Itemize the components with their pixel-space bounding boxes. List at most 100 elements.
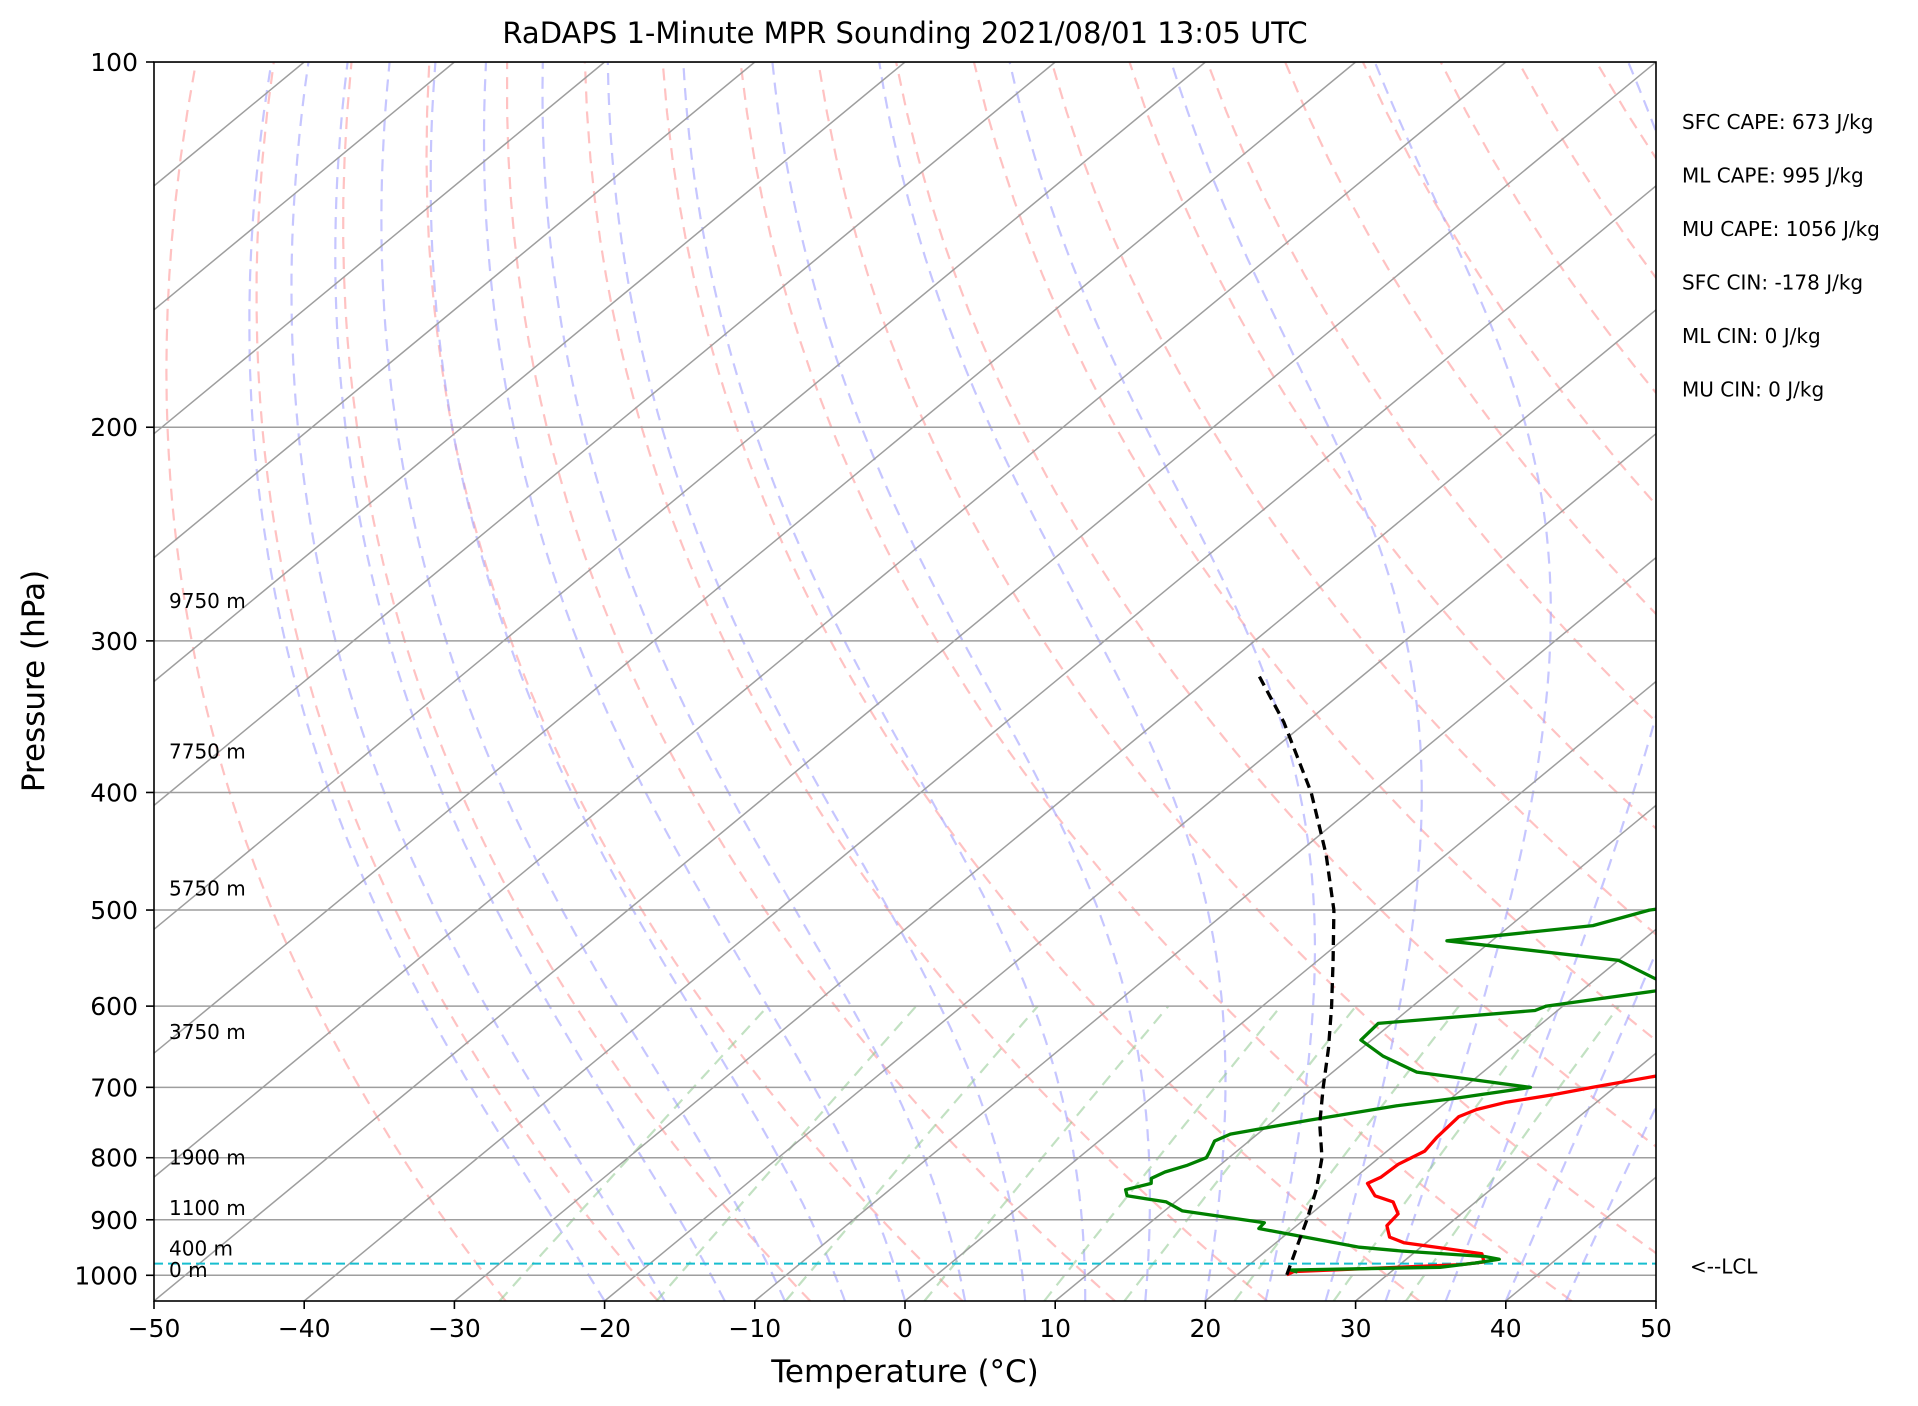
- x-tick-label: −20: [578, 1314, 631, 1343]
- sounding-traces: [1123, 674, 1656, 1277]
- stat-line: ML CAPE: 995 J/kg: [1682, 164, 1864, 188]
- moist-adiabat: [771, 62, 1151, 1301]
- moist-adiabat: [1373, 62, 1552, 1301]
- y-tick-label: 100: [90, 48, 138, 77]
- isotherm: [754, 556, 1656, 1301]
- dry-adiabat: [342, 62, 812, 1301]
- x-tick-label: 20: [1189, 1314, 1221, 1343]
- stat-line: SFC CAPE: 673 J/kg: [1682, 110, 1873, 134]
- height-label: 1100 m: [169, 1196, 246, 1220]
- y-tick-label: 300: [90, 627, 138, 656]
- moist-adiabat: [290, 62, 666, 1301]
- x-tick-label: 0: [897, 1314, 913, 1343]
- chart-title: RaDAPS 1-Minute MPR Sounding 2021/08/01 …: [502, 16, 1307, 50]
- isotherm: [154, 62, 1056, 807]
- isotherms: [154, 62, 1656, 1301]
- mixing-ratio-line: [784, 1005, 1039, 1301]
- moist-adiabat: [429, 62, 846, 1301]
- mixing-ratio-line: [498, 1005, 769, 1301]
- mixing-ratio-line: [1123, 1005, 1357, 1301]
- isotherm: [154, 62, 1656, 1301]
- isotherm: [604, 432, 1656, 1301]
- mixing-ratio-line: [655, 1005, 918, 1301]
- moist-adiabat: [380, 62, 786, 1301]
- isotherm: [154, 62, 1206, 931]
- moist-adiabat: [248, 62, 606, 1301]
- y-axis-ticks: 100 200 300 400 500 600 700 800 900 1000: [74, 48, 154, 1290]
- x-tick-label: 30: [1340, 1314, 1372, 1343]
- sounding-trace-1: [1123, 907, 1656, 1274]
- y-tick-label: 600: [90, 992, 138, 1021]
- dry-adiabat: [895, 62, 1656, 1148]
- dry-adiabat: [255, 62, 659, 1301]
- isotherm: [154, 62, 1507, 1179]
- moist-adiabat: [482, 62, 907, 1301]
- dry-adiabat: [739, 62, 1573, 1301]
- moist-adiabat: [682, 62, 1087, 1301]
- isotherm: [154, 62, 906, 683]
- stat-line: MU CIN: 0 J/kg: [1682, 378, 1824, 402]
- mixing-ratio-line: [1043, 1005, 1282, 1301]
- height-label: 9750 m: [169, 589, 246, 613]
- moist-adiabats: [248, 62, 1656, 1301]
- instability-stats: SFC CAPE: 673 J/kg ML CAPE: 995 J/kg MU CA…: [1682, 110, 1880, 402]
- stat-line: SFC CIN: -178 J/kg: [1682, 271, 1863, 295]
- x-axis-label: Temperature (°C): [770, 1354, 1039, 1390]
- dry-adiabat: [506, 62, 1116, 1301]
- sounding-trace-0: [1286, 1074, 1656, 1277]
- dry-adiabat: [661, 62, 1421, 1301]
- y-tick-label: 900: [90, 1206, 138, 1235]
- height-label: 1900 m: [169, 1146, 246, 1170]
- dry-adiabats: [165, 62, 1656, 1301]
- isotherm: [154, 62, 606, 435]
- isotherm: [1204, 928, 1656, 1301]
- x-tick-label: 40: [1490, 1314, 1522, 1343]
- dry-adiabat: [583, 62, 1268, 1301]
- height-label: 0 m: [169, 1258, 208, 1282]
- moist-adiabat: [606, 62, 1027, 1301]
- isotherm: [453, 308, 1656, 1301]
- height-label: 3750 m: [169, 1020, 246, 1044]
- mixing-ratio-line: [923, 1005, 1170, 1301]
- isobars: [154, 62, 1656, 1277]
- isotherm: [154, 62, 455, 311]
- sounding-trace-2: [1257, 674, 1336, 1276]
- y-tick-label: 800: [90, 1144, 138, 1173]
- height-label: 400 m: [169, 1236, 233, 1260]
- mixing-ratio-line: [1233, 1005, 1460, 1301]
- y-tick-label: 500: [90, 896, 138, 925]
- x-tick-label: −30: [428, 1314, 481, 1343]
- isotherm: [1355, 1052, 1656, 1301]
- y-axis-label: Pressure (hPa): [16, 570, 52, 792]
- x-axis-ticks: −50 −40 −30 −20 −10 0 10 20 30 40 50: [128, 1301, 1672, 1343]
- moist-adiabat: [334, 62, 726, 1301]
- isotherm: [154, 62, 1357, 1055]
- moist-adiabat: [1008, 62, 1316, 1301]
- stat-line: MU CAPE: 1056 J/kg: [1682, 217, 1880, 241]
- dry-adiabat: [425, 62, 964, 1301]
- x-tick-label: −50: [128, 1314, 181, 1343]
- mixing-ratio-line: [1332, 1005, 1553, 1301]
- x-tick-label: 50: [1640, 1314, 1672, 1343]
- moist-adiabat: [1170, 62, 1423, 1301]
- x-tick-label: −10: [728, 1314, 781, 1343]
- y-tick-label: 200: [90, 413, 138, 442]
- lcl-label: <--LCL: [1690, 1255, 1758, 1279]
- isotherm: [303, 184, 1656, 1301]
- dry-adiabat: [972, 62, 1656, 1042]
- height-label: 5750 m: [169, 877, 246, 901]
- mixing-ratio-line: [1405, 1005, 1620, 1301]
- x-tick-label: 10: [1039, 1314, 1071, 1343]
- isotherm: [904, 680, 1656, 1301]
- dry-adiabat: [165, 62, 507, 1301]
- y-tick-label: 1000: [74, 1261, 138, 1290]
- height-label: 7750 m: [169, 739, 246, 763]
- isotherm: [154, 62, 756, 559]
- x-tick-label: −40: [278, 1314, 331, 1343]
- y-tick-label: 400: [90, 778, 138, 807]
- mixing-ratio-lines: [498, 1005, 1620, 1301]
- isotherm: [1054, 804, 1656, 1301]
